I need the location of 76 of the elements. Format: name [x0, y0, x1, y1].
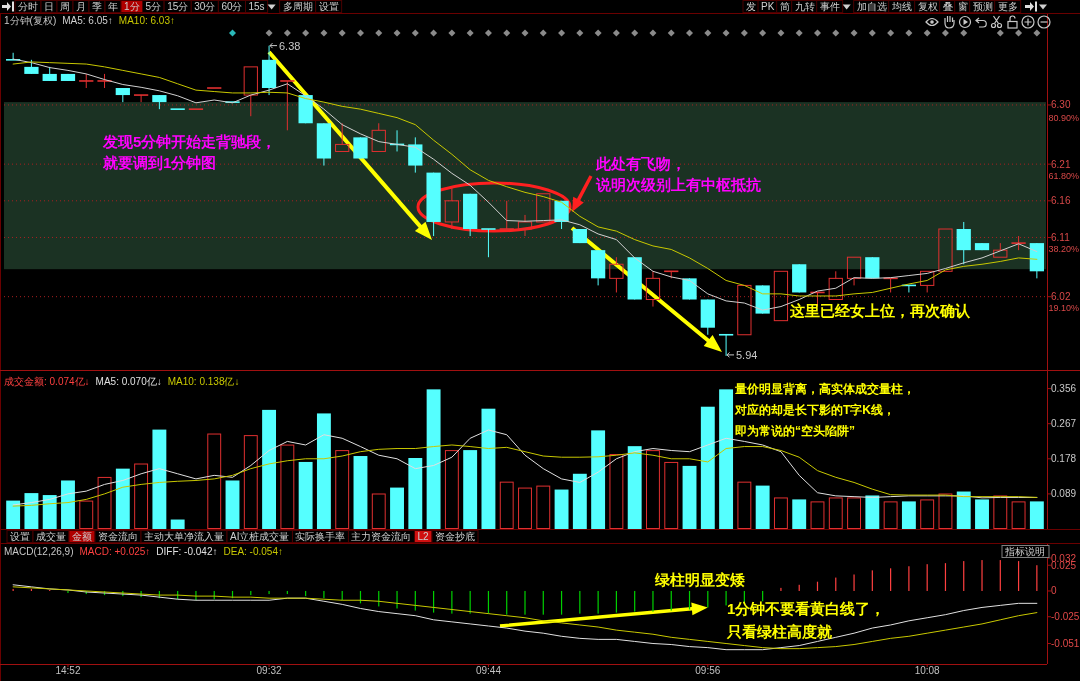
y2-tick-label: 61.80% — [1048, 171, 1080, 182]
text: 周 — [60, 1, 70, 12]
text: AI立桩成交量 — [230, 531, 290, 542]
text: 5分 — [145, 1, 162, 12]
text: 金额 — [72, 531, 92, 542]
y-tick-label: 0 — [1051, 585, 1057, 597]
text: MA10: 0.138亿↓ — [167, 375, 240, 387]
annotation: 此处有飞吻，说明次级别上有中枢抵抗 — [595, 154, 761, 193]
chart-title: MACD(12,26,9) — [4, 545, 74, 557]
y-tick-label: 6.30 — [1051, 99, 1071, 111]
text: 设置 — [318, 1, 339, 12]
y-tick-label: -0.025 — [1051, 611, 1080, 623]
text: MACD: +0.025↑ — [79, 545, 151, 557]
annotation: 指标说明 — [1004, 546, 1045, 557]
y2-tick-label: 80.90% — [1048, 112, 1080, 123]
y-tick-label: 0.267 — [1051, 418, 1077, 430]
y2-tick-label: 19.10% — [1048, 303, 1080, 314]
y-tick-label: 0.089 — [1051, 488, 1077, 500]
text: 60分 — [221, 1, 243, 12]
text: MA5: 0.070亿↓ — [95, 375, 162, 387]
text: 季 — [92, 1, 102, 12]
text: 简 — [779, 1, 790, 12]
text: MA10: 6.03↑ — [118, 14, 175, 26]
x-tick-label: 10:08 — [914, 664, 941, 676]
text: 成交量 — [36, 531, 66, 542]
text: 1分 — [124, 1, 140, 12]
text: 均线 — [890, 1, 912, 12]
y-tick-label: 6.11 — [1051, 231, 1071, 243]
text: 加自选 — [856, 1, 887, 12]
text: 30分 — [194, 1, 216, 12]
text: PK — [761, 1, 775, 12]
text: 发 — [746, 1, 756, 12]
text: 日 — [44, 1, 54, 12]
annotation: 发现5分钟开始走背驰段，就要调到1分钟图 — [102, 132, 277, 171]
annotation: 量价明显背离，高实体成交量柱，对应的却是长下影的T字K线，即为常说的“空头陷阱” — [734, 382, 915, 438]
text: 叠 — [942, 1, 953, 12]
text: 实际换手率 — [295, 531, 346, 542]
text: 年 — [108, 1, 118, 12]
annotation: 这里已经女上位，再次确认 — [789, 301, 971, 319]
x-tick-label: 09:32 — [256, 664, 283, 676]
text: 九转 — [794, 1, 815, 12]
chart-title: 1分钟(复权) — [4, 14, 57, 26]
annotation: 绿柱明显变矮 — [654, 570, 745, 588]
text: 15s — [248, 1, 265, 12]
text: 更多 — [997, 1, 1018, 12]
y-tick-label: 6.02 — [1051, 291, 1071, 303]
text: 成交金额: 0.074亿↓ — [4, 375, 90, 387]
annotation: 5.94 — [736, 348, 758, 361]
y-tick-label: 6.21 — [1051, 158, 1071, 170]
text: 15分 — [167, 1, 189, 12]
text: 设置 — [10, 531, 30, 542]
text: 主力资金流向 — [351, 531, 412, 542]
text: 窗 — [957, 1, 968, 12]
y-tick-label: -0.051 — [1051, 638, 1080, 649]
annotation: 6.38 — [279, 39, 301, 52]
text: 多周期 — [282, 1, 313, 12]
x-tick-label: 09:44 — [475, 664, 502, 676]
x-tick-label: 09:56 — [695, 664, 721, 676]
text: L2 — [417, 531, 430, 542]
y2-tick-label: 38.20% — [1048, 244, 1080, 255]
text: 事件 — [819, 1, 840, 12]
text: MA5: 6.05↑ — [62, 14, 113, 26]
text: 分时 — [18, 1, 38, 12]
text: 复权 — [917, 1, 938, 12]
annotation: 1分钟不要看黄白线了，只看绿柱高度就 — [726, 599, 886, 640]
text: 资金流向 — [98, 531, 138, 542]
text: 预测 — [972, 1, 993, 12]
text: DIFF: -0.042↑ — [156, 545, 218, 557]
y-tick-label: 6.16 — [1051, 195, 1071, 207]
y-tick-label: 0.356 — [1051, 383, 1077, 395]
x-tick-label: 14:52 — [55, 664, 81, 676]
text: 主动大单净流入量 — [144, 531, 224, 542]
text: DEA: -0.054↑ — [223, 545, 283, 557]
text: 资金抄底 — [435, 531, 476, 542]
y-tick-label: 0.178 — [1051, 453, 1077, 465]
text: 月 — [76, 1, 86, 12]
